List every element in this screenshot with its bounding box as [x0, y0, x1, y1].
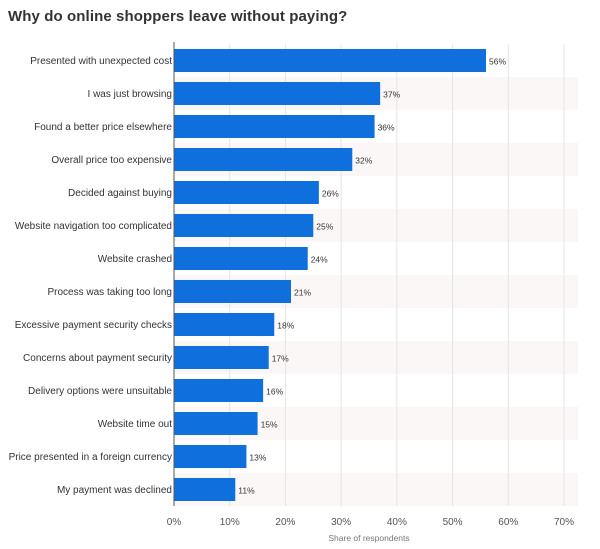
value-label: 18% — [277, 321, 294, 331]
x-tick-label: 50% — [443, 517, 463, 528]
bar — [174, 181, 319, 204]
chart-title: Why do online shoppers leave without pay… — [8, 8, 348, 25]
bar — [174, 214, 314, 237]
category-label: Website time out — [98, 419, 173, 430]
bar — [174, 247, 308, 270]
x-tick-label: 20% — [275, 517, 295, 528]
value-label: 15% — [261, 420, 278, 430]
value-label: 13% — [249, 453, 266, 463]
value-label: 32% — [355, 156, 372, 166]
category-label: Found a better price elsewhere — [34, 122, 172, 133]
bar — [174, 148, 353, 171]
category-label: Website navigation too complicated — [15, 221, 172, 232]
value-label: 36% — [378, 123, 395, 133]
value-label: 25% — [316, 222, 333, 232]
value-labels: 56% 37% 36% 32% 26% 25% 24% 21% 18% 17% 16% 15% 13% 1… — [238, 57, 506, 496]
category-label: Presented with unexpected cost — [30, 56, 172, 67]
bar — [174, 379, 264, 402]
bar — [174, 346, 269, 369]
x-axis-title: Share of respondents — [328, 533, 409, 543]
bars — [174, 49, 486, 501]
value-label: 11% — [238, 486, 255, 496]
bar — [174, 49, 486, 72]
x-tick-label: 10% — [220, 517, 240, 528]
x-tick-labels: 0% 10% 20% 30% 40% 50% 60% 70% — [167, 517, 574, 528]
bar — [174, 115, 375, 138]
bar — [174, 280, 291, 303]
bar — [174, 412, 258, 435]
value-label: 56% — [489, 57, 506, 67]
category-label: Overall price too expensive — [51, 155, 172, 166]
category-labels: Presented with unexpected cost I was just… — [9, 56, 173, 496]
x-tick-label: 40% — [387, 517, 407, 528]
category-label: Decided against buying — [68, 188, 172, 199]
value-label: 17% — [272, 354, 289, 364]
category-label: I was just browsing — [88, 89, 172, 100]
bar — [174, 478, 236, 501]
category-label: Delivery options were unsuitable — [28, 386, 172, 397]
value-label: 26% — [322, 189, 339, 199]
bar — [174, 82, 381, 105]
category-label: Excessive payment security checks — [15, 320, 172, 331]
bar — [174, 445, 247, 468]
category-label: Process was taking too long — [47, 287, 172, 298]
category-label: My payment was declined — [57, 485, 172, 496]
value-label: 37% — [383, 90, 400, 100]
x-tick-label: 70% — [554, 517, 574, 528]
category-label: Price presented in a foreign currency — [9, 452, 172, 463]
value-label: 21% — [294, 288, 311, 298]
x-tick-label: 30% — [331, 517, 351, 528]
x-tick-label: 0% — [167, 517, 182, 528]
row-band — [174, 473, 578, 506]
bar — [174, 313, 275, 336]
value-label: 16% — [266, 387, 283, 397]
category-label: Website crashed — [98, 254, 172, 265]
x-tick-label: 60% — [498, 517, 518, 528]
category-label: Concerns about payment security — [23, 353, 172, 364]
value-label: 24% — [311, 255, 328, 265]
